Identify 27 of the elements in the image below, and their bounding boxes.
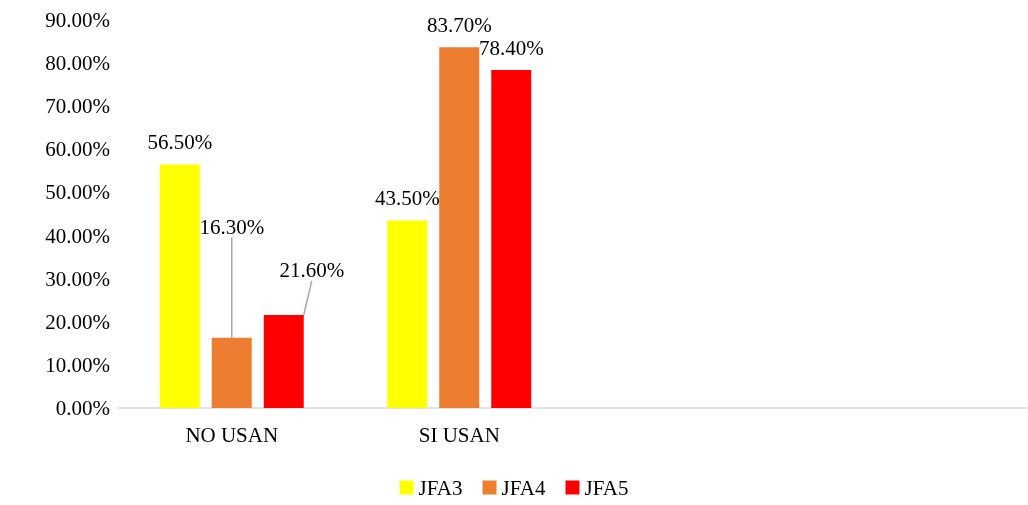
data-label: 43.50%: [374, 185, 440, 210]
legend-label: JFA3: [418, 475, 463, 500]
y-tick-label: 10.00%: [45, 352, 110, 377]
data-label: 83.70%: [426, 12, 492, 37]
bar: [159, 164, 200, 408]
y-tick-label: 60.00%: [45, 137, 110, 162]
data-label: 16.30%: [199, 215, 265, 240]
legend-label: JFA4: [501, 475, 546, 500]
bar: [387, 220, 428, 408]
x-tick-label: SI USAN: [418, 422, 500, 447]
bar: [439, 47, 480, 408]
y-tick-label: 20.00%: [45, 309, 110, 334]
x-tick-label: NO USAN: [185, 422, 279, 447]
legend-label: JFA5: [584, 475, 629, 500]
y-tick-label: 30.00%: [45, 266, 110, 291]
data-label: 21.60%: [279, 258, 345, 283]
y-tick-label: 80.00%: [45, 51, 110, 76]
y-tick-label: 0.00%: [55, 396, 110, 420]
y-tick-label: 40.00%: [45, 223, 110, 248]
y-tick-label: 70.00%: [45, 94, 110, 119]
data-label: 78.40%: [478, 35, 544, 60]
bar: [491, 70, 532, 408]
y-tick-label: 90.00%: [45, 8, 110, 32]
bar: [263, 314, 304, 408]
y-tick-label: 50.00%: [45, 180, 110, 205]
data-label: 56.50%: [147, 129, 213, 154]
bar: [211, 337, 252, 408]
